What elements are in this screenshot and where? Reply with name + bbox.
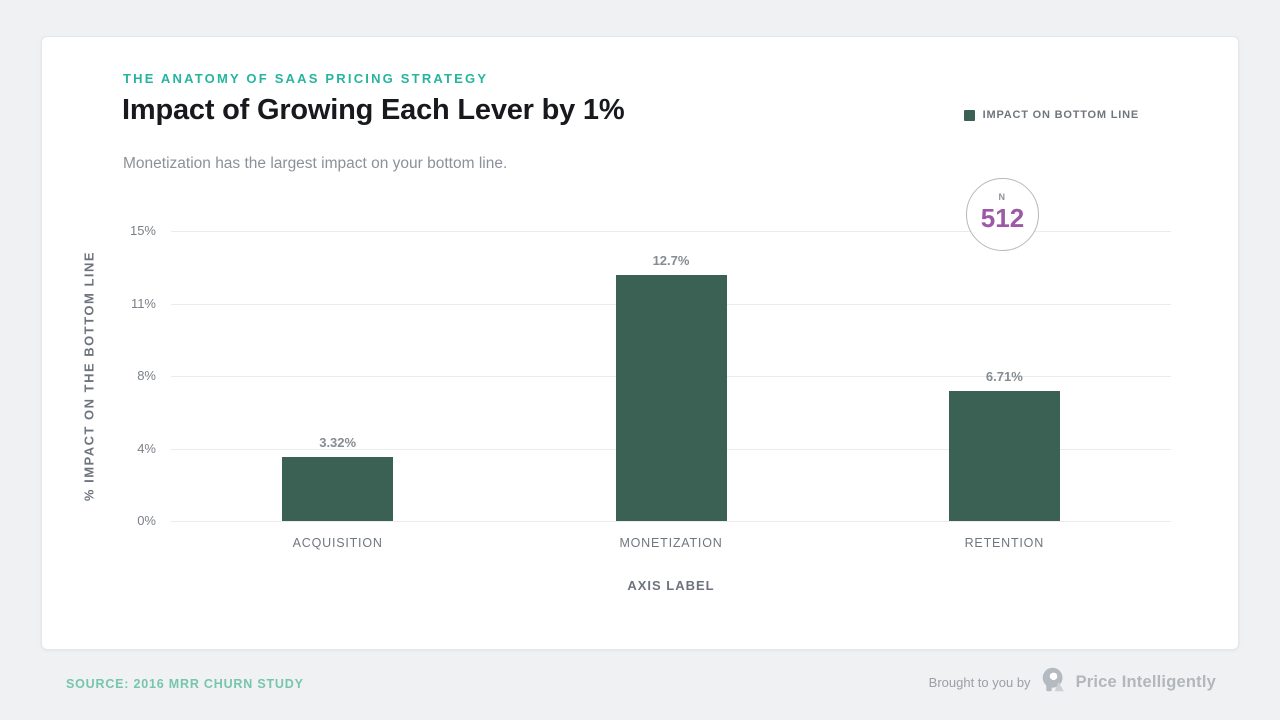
gridline: [171, 521, 1171, 522]
bar-acquisition[interactable]: [282, 457, 394, 521]
y-tick-label: 11%: [130, 295, 156, 311]
y-tick-label: 4%: [137, 440, 156, 456]
y-tick-label: 8%: [137, 368, 156, 383]
chart-card: THE ANATOMY OF SAAS PRICING STRATEGY Imp…: [41, 36, 1239, 650]
sample-size-label: N: [998, 192, 1007, 202]
brand-name: Price Intelligently: [1075, 672, 1216, 691]
brought-by-text: Brought to you by: [928, 674, 1031, 690]
chart-subtitle: Monetization has the largest impact on y…: [123, 155, 508, 172]
sample-size-badge: N 512: [966, 178, 1039, 251]
price-intelligently-logo-icon: [1040, 666, 1067, 698]
y-tick-label: 0%: [137, 513, 156, 528]
x-category-label: ACQUISITION: [292, 536, 383, 550]
bar-chart: % IMPACT ON THE BOTTOM LINE AXIS LABEL 0…: [42, 37, 1238, 649]
bar-value-label: 12.7%: [652, 253, 690, 268]
bar-retention[interactable]: [948, 391, 1060, 521]
x-category-label: MONETIZATION: [619, 536, 723, 550]
y-tick-label: 15%: [129, 223, 156, 238]
legend-label: IMPACT ON BOTTOM LINE: [982, 109, 1139, 121]
sample-size-value: 512: [980, 203, 1025, 233]
source-note: SOURCE: 2016 MRR CHURN STUDY: [66, 677, 304, 691]
bar-monetization[interactable]: [615, 275, 727, 521]
x-category-label: RETENTION: [964, 536, 1045, 550]
x-axis-title: AXIS LABEL: [627, 578, 715, 593]
legend: IMPACT ON BOTTOM LINE: [963, 109, 1139, 121]
brand-attribution: Brought to you by Price Intelligently: [929, 666, 1216, 698]
eyebrow-text: THE ANATOMY OF SAAS PRICING STRATEGY: [123, 71, 489, 86]
legend-swatch-icon: [963, 109, 975, 121]
bar-value-label: 3.32%: [319, 435, 357, 450]
gridline: [171, 231, 1171, 232]
bar-value-label: 6.71%: [985, 369, 1023, 384]
chart-title: Impact of Growing Each Lever by 1%: [122, 94, 625, 126]
